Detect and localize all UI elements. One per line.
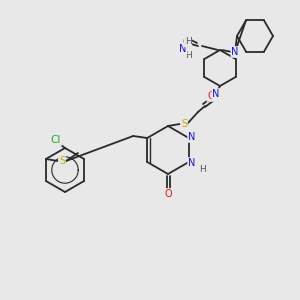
- Text: N: N: [179, 44, 187, 54]
- Text: O: O: [207, 91, 215, 101]
- Text: Cl: Cl: [51, 135, 61, 145]
- Text: N: N: [188, 132, 196, 142]
- Text: H: H: [184, 52, 191, 61]
- Text: O: O: [182, 37, 190, 47]
- Text: N: N: [188, 158, 196, 168]
- Text: N: N: [212, 89, 220, 99]
- Text: N: N: [231, 47, 239, 57]
- Text: O: O: [164, 189, 172, 199]
- Text: S: S: [181, 119, 187, 129]
- Text: H: H: [184, 38, 191, 46]
- Text: S: S: [59, 156, 65, 166]
- Text: H: H: [200, 166, 206, 175]
